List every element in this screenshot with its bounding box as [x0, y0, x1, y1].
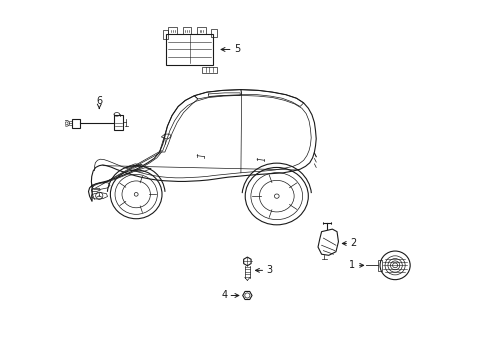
Text: 3: 3	[266, 265, 272, 275]
Text: 2: 2	[349, 238, 356, 248]
Text: 4: 4	[221, 291, 227, 301]
Text: 1: 1	[348, 260, 354, 270]
Ellipse shape	[274, 194, 279, 198]
Circle shape	[65, 122, 68, 125]
Text: 5: 5	[233, 45, 240, 54]
Text: 6: 6	[96, 96, 102, 106]
Ellipse shape	[134, 193, 138, 196]
